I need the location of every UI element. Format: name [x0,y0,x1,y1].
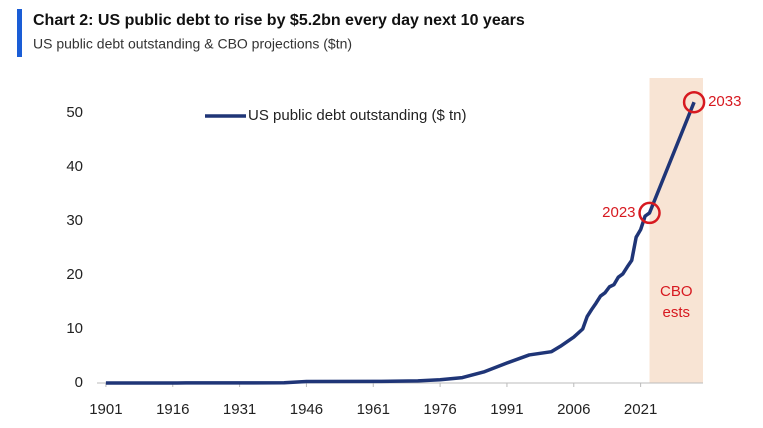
chart-title: Chart 2: US public debt to rise by $5.2b… [33,12,525,29]
x-tick-label: 1901 [89,401,122,418]
y-tick-label: 10 [66,320,83,337]
x-tick-label: 1961 [357,401,390,418]
shade-label: CBO ests [659,283,693,322]
x-tick-label: 1916 [156,401,189,418]
highlight-circle [682,90,706,114]
y-tick-label: 30 [66,212,83,229]
highlight-circle [638,201,661,225]
x-tick-label: 1976 [423,401,456,418]
legend-label: US public debt outstanding ($ tn) [248,107,466,124]
y-tick-label: 40 [66,158,83,175]
x-tick-label: 1991 [490,401,523,418]
data-line [105,101,696,385]
x-tick-label: 1931 [223,401,256,418]
y-tick-label: 0 [75,374,83,391]
title-accent [17,9,22,57]
x-tick-label: 2006 [557,401,590,418]
y-tick-label: 50 [66,104,83,121]
chart-subtitle: US public debt outstanding & CBO project… [33,36,352,52]
projection-shade [649,78,703,383]
highlight-label: 2033 [708,93,741,110]
x-tick-label: 1946 [290,401,323,418]
y-tick-label: 20 [66,266,83,283]
x-tick-label: 2021 [624,401,657,418]
highlight-label: 2023 [602,204,635,221]
